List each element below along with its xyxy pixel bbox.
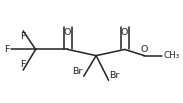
Text: F: F	[20, 60, 26, 69]
Text: CH₃: CH₃	[164, 51, 180, 60]
Text: O: O	[121, 28, 128, 37]
Text: Br: Br	[110, 71, 120, 80]
Text: O: O	[64, 28, 71, 37]
Text: O: O	[141, 45, 148, 54]
Text: F: F	[4, 45, 10, 54]
Text: Br: Br	[72, 67, 83, 76]
Text: F: F	[20, 32, 26, 41]
